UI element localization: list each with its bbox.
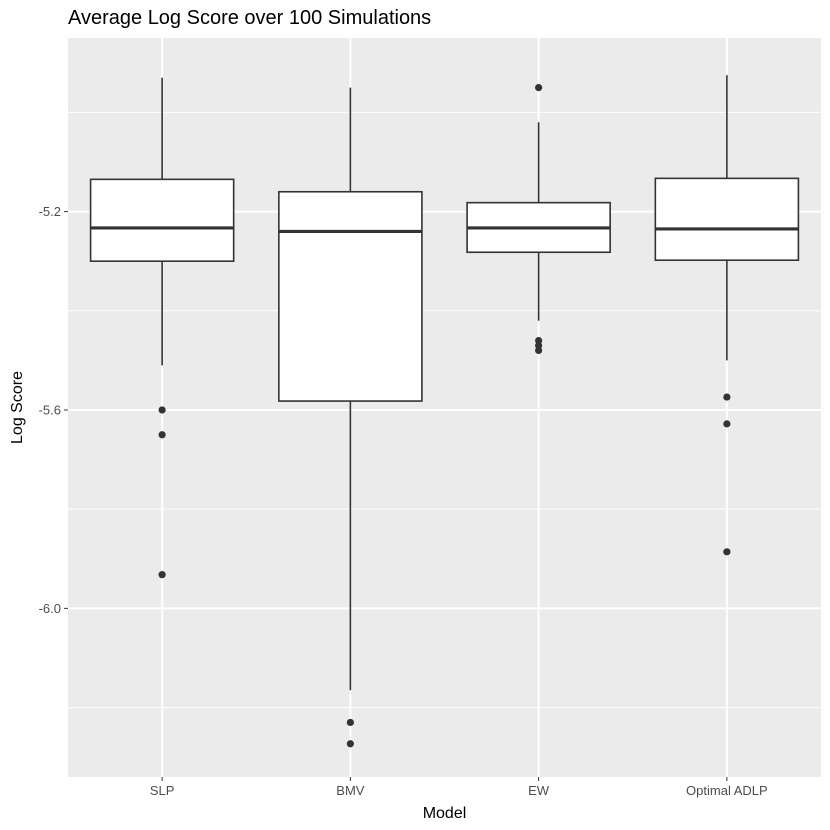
- outlier-point: [723, 420, 731, 428]
- x-tick-label: Optimal ADLP: [686, 783, 768, 798]
- outlier-point: [535, 341, 543, 350]
- chart-title: Average Log Score over 100 Simulations: [68, 7, 431, 29]
- y-axis-ticks: -5.2 -5.6 -6.0: [39, 204, 68, 616]
- box-bmv: [278, 87, 423, 748]
- boxes-layer: [89, 75, 800, 748]
- outlier-point: [158, 406, 166, 414]
- y-tick-label: -6.0: [39, 601, 61, 616]
- outlier-point: [535, 336, 543, 345]
- box-optimal-adlp: [654, 75, 800, 556]
- box-slp: [89, 77, 235, 579]
- outlier-point: [158, 571, 166, 579]
- x-axis-ticks: SLP BMV EW Optimal ADLP: [150, 777, 768, 798]
- y-axis-title: Log Score: [9, 371, 26, 444]
- outlier-point: [535, 346, 543, 355]
- x-tick-label: BMV: [336, 783, 365, 798]
- y-tick-label: -5.2: [39, 204, 61, 219]
- outlier-point: [158, 431, 166, 439]
- outlier-point: [723, 393, 731, 401]
- x-tick-label: EW: [528, 783, 550, 798]
- outlier-point: [346, 718, 354, 727]
- box-iqr: [654, 177, 800, 261]
- y-tick-label: -5.6: [39, 402, 61, 417]
- outlier-point: [535, 83, 543, 92]
- x-axis-title: Model: [423, 805, 467, 822]
- x-tick-label: SLP: [150, 783, 175, 798]
- box-iqr: [89, 178, 235, 262]
- outlier-point: [723, 548, 731, 556]
- box-iqr: [278, 190, 423, 402]
- outlier-point: [346, 740, 354, 748]
- box-ew: [466, 83, 611, 355]
- plot-panel: [68, 38, 821, 777]
